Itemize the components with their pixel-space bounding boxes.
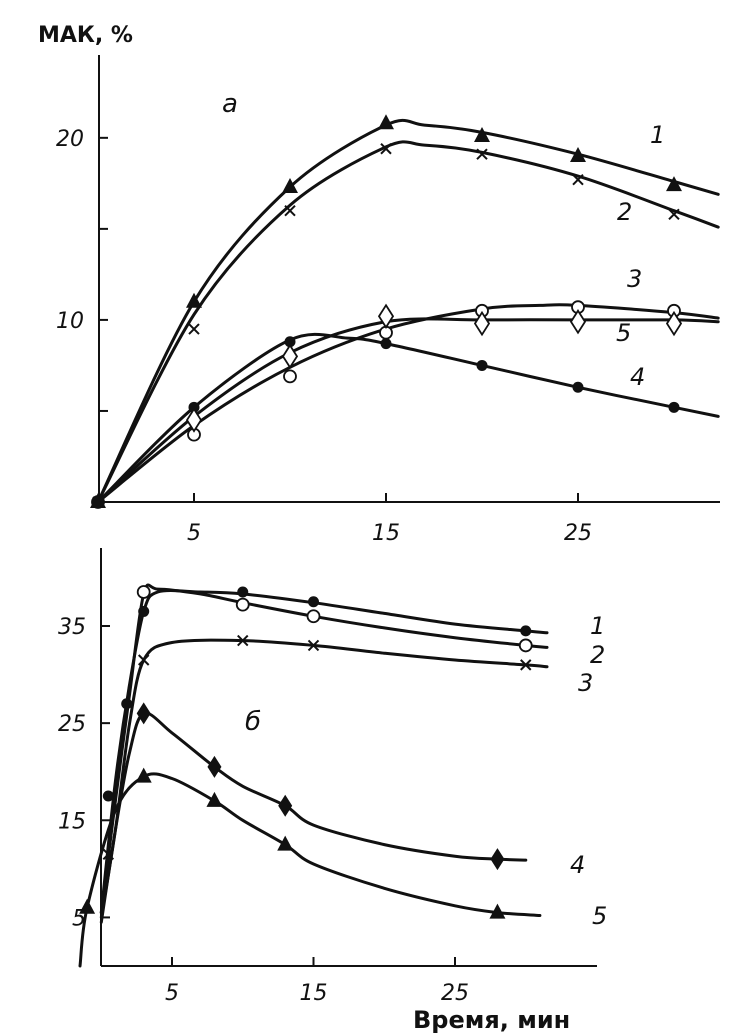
series-5-label: 5: [616, 319, 631, 347]
series-3-point-4: [520, 659, 532, 671]
x-tick-label: 5: [187, 521, 201, 546]
x-tick-label: 5: [165, 981, 179, 1006]
series-4-point-1: [188, 401, 200, 413]
series-3-point-0: [102, 848, 115, 860]
series-2-line: [96, 140, 720, 504]
panel-a-chart: МАК, % a 5 15 25 10 20 1 2 3 4 5: [38, 23, 720, 546]
series-2-point-5: [572, 174, 584, 186]
series-3-label: 3: [627, 265, 642, 293]
series-1-line: [96, 118, 720, 504]
series-5-point-0: [185, 407, 203, 433]
panel-b-x-axis-label: Время, мин: [413, 1006, 570, 1034]
series-2-label: 2: [617, 198, 632, 226]
series-3-point-2: [283, 369, 297, 384]
series-2-point-1: [188, 323, 200, 335]
series-1-point-1: [121, 698, 133, 710]
series-2-point-2: [284, 204, 296, 217]
series-1-point-0: [102, 790, 114, 802]
series-4-label: 4: [570, 851, 585, 879]
series-2-point-2: [306, 609, 321, 624]
series-1-point-3: [237, 586, 249, 598]
series-2-point-1: [235, 597, 250, 612]
series-2-point-3: [380, 143, 392, 155]
x-tick-label: 25: [564, 521, 592, 546]
series-3-point-2: [237, 634, 249, 647]
series-4-point-0: [136, 702, 151, 725]
series-1-point-6: [666, 176, 682, 192]
series-1-point-3: [378, 114, 394, 130]
series-4-point-2: [284, 336, 296, 348]
series-1-point-1: [186, 292, 202, 308]
series-5-point-1: [281, 343, 299, 370]
series-1-point-2: [282, 177, 298, 193]
y-tick-label: 10: [56, 309, 84, 334]
series-1-line: [99, 589, 549, 915]
series-1-point-5: [520, 625, 532, 637]
series-1-point-4: [474, 127, 490, 143]
series-1-label: 1: [650, 121, 665, 149]
series-2-point-4: [476, 148, 488, 160]
series-4-label: 4: [630, 363, 645, 391]
series-2-point-0: [136, 585, 151, 599]
series-2-point-6: [668, 208, 680, 221]
series-1-label: 1: [590, 612, 605, 640]
series-5-line: [78, 772, 542, 968]
series-5-point-3: [277, 835, 294, 851]
series-5-point-2: [377, 303, 395, 329]
y-tick-label: 15: [58, 809, 86, 834]
series-2-point-3: [518, 638, 533, 653]
series-2-label: 2: [590, 641, 605, 669]
series-3-label: 3: [578, 669, 593, 697]
x-tick-label: 15: [372, 521, 400, 546]
series-4-point-0: [92, 496, 104, 508]
y-tick-label: 20: [56, 127, 84, 152]
series-5-point-5: [665, 310, 683, 337]
series-4-line: [99, 711, 528, 924]
series-5-point-2: [206, 791, 223, 807]
series-4-point-5: [572, 381, 584, 393]
series-4-point-6: [668, 401, 680, 413]
series-5-label: 5: [592, 902, 607, 930]
panel-b-letter: б: [245, 707, 261, 737]
x-tick-label: 15: [300, 981, 328, 1006]
panel-a-y-axis-label: МАК, %: [38, 23, 133, 48]
series-4-point-4: [476, 359, 488, 371]
series-5-point-0: [79, 898, 96, 914]
series-3-point-1: [137, 654, 150, 666]
series-1-point-5: [570, 147, 586, 163]
series-5-point-3: [473, 310, 491, 337]
series-1-point-2: [138, 605, 150, 617]
series-5-point-4: [489, 903, 506, 919]
series-4-point-2: [278, 794, 293, 817]
series-4-point-3: [380, 338, 392, 350]
series-4-point-3: [490, 848, 505, 871]
series-5-point-1: [135, 767, 152, 783]
series-2-line: [99, 583, 549, 915]
series-3-point-3: [307, 639, 320, 652]
panel-a-letter: a: [222, 89, 238, 119]
series-4-point-1: [207, 755, 222, 778]
y-tick-label: 35: [58, 615, 86, 640]
series-5-point-4: [569, 309, 587, 335]
series-3-line: [99, 638, 549, 919]
series-1-point-4: [308, 596, 319, 608]
y-tick-label: 25: [58, 712, 86, 737]
x-tick-label: 25: [441, 981, 469, 1006]
